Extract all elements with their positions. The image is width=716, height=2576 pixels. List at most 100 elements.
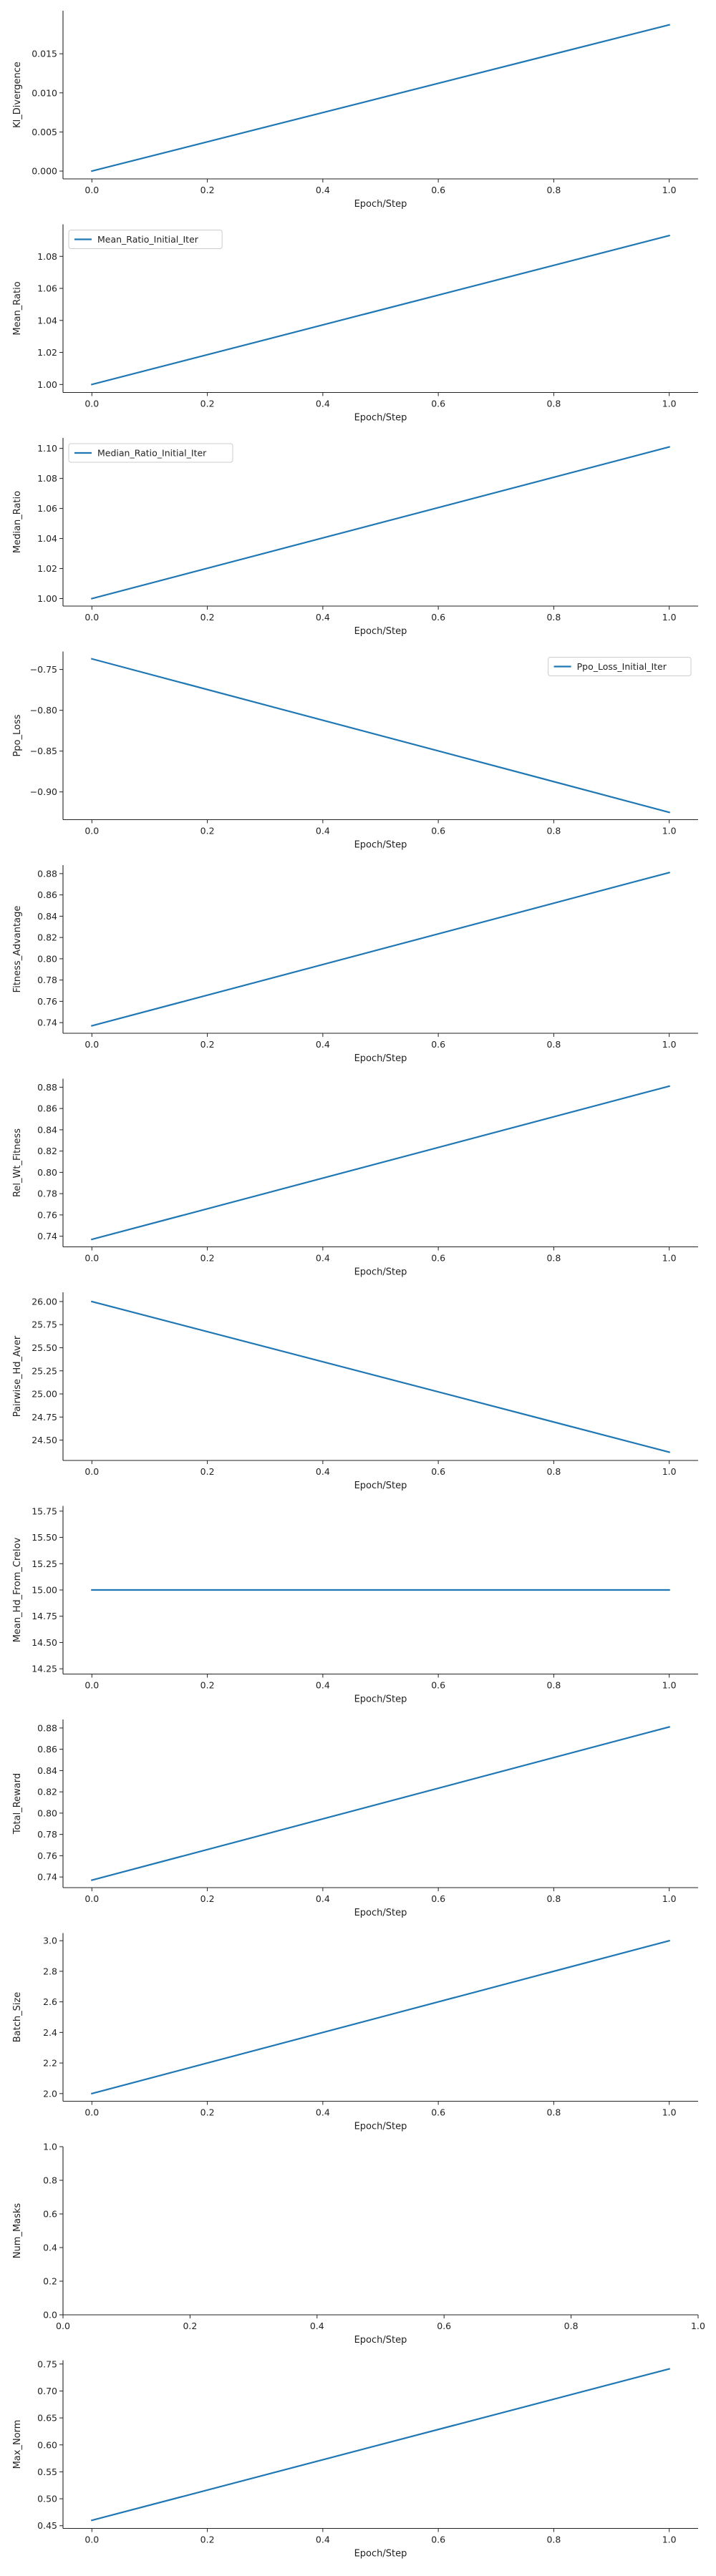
y-tick-label: 0.75 xyxy=(37,2358,57,2369)
y-tick-label: 26.00 xyxy=(32,1296,57,1307)
x-tick-label: 0.0 xyxy=(84,1039,99,1050)
y-tick-label: 1.02 xyxy=(37,563,57,574)
y-tick-label: 0.86 xyxy=(37,1744,57,1755)
x-tick-label: 0.4 xyxy=(316,185,330,195)
x-tick-label: 0.8 xyxy=(546,2534,561,2545)
y-tick-label: 0.82 xyxy=(37,1146,57,1156)
y-tick-label: 1.10 xyxy=(37,443,57,454)
y-tick-label: 1.04 xyxy=(37,533,57,544)
y-tick-label: 0.2 xyxy=(43,2276,57,2287)
x-tick-label: 0.2 xyxy=(200,185,215,195)
legend-label: Median_Ratio_Initial_Iter xyxy=(97,448,207,459)
x-tick-label: 0.6 xyxy=(431,826,445,836)
y-tick-label: 1.00 xyxy=(37,379,57,390)
x-axis-label: Epoch/Step xyxy=(354,413,407,424)
x-axis-label: Epoch/Step xyxy=(354,2122,407,2132)
y-tick-label: 0.74 xyxy=(37,1872,57,1883)
series-line-1 xyxy=(90,1085,671,1241)
x-tick-label: 0.6 xyxy=(431,185,445,195)
y-tick-label: 1.08 xyxy=(37,251,57,262)
x-tick-label: 0.2 xyxy=(200,612,215,623)
x-axis-label: Epoch/Step xyxy=(354,1267,407,1278)
x-tick-label: 1.0 xyxy=(662,399,677,409)
y-tick-label: 1.06 xyxy=(37,283,57,294)
x-tick-label: 0.8 xyxy=(546,1039,561,1050)
chart-panel-7: 0.0 0.2 0.4 0.6 0.8 1.0 24.50 24.75 25.00 25.25 25… xyxy=(12,1292,698,1491)
y-tick-label: 3.0 xyxy=(43,1936,57,1946)
x-tick-label: 0.0 xyxy=(84,1893,99,1904)
x-tick-label: 0.4 xyxy=(316,399,330,409)
y-tick-label: 0.74 xyxy=(37,1018,57,1028)
x-tick-label: 0.0 xyxy=(84,185,99,195)
x-axis-label: Epoch/Step xyxy=(354,1908,407,1918)
x-tick-label: 0.8 xyxy=(546,1680,561,1691)
y-axis-label: Kl_Divergence xyxy=(12,62,23,128)
x-tick-label: 0.0 xyxy=(84,612,99,623)
x-tick-label: 0.4 xyxy=(316,2534,330,2545)
y-tick-label: 0.76 xyxy=(37,996,57,1007)
x-tick-label: 0.0 xyxy=(56,2321,70,2331)
y-tick-label: 0.010 xyxy=(32,87,57,98)
x-tick-label: 0.4 xyxy=(316,612,330,623)
y-tick-label: 15.75 xyxy=(32,1506,57,1516)
x-tick-label: 0.8 xyxy=(564,2321,579,2331)
y-axis-label: Max_Norm xyxy=(12,2420,23,2469)
legend-box xyxy=(68,230,223,249)
chart-panel-3: 0.0 0.2 0.4 0.6 0.8 1.0 1.00 1.02 1.04 1.06 1.08 1.… xyxy=(12,438,698,637)
y-tick-label: 25.75 xyxy=(32,1319,57,1330)
legend-label: Mean_Ratio_Initial_Iter xyxy=(97,234,199,245)
x-tick-label: 1.0 xyxy=(662,1680,677,1691)
x-axis-label: Epoch/Step xyxy=(354,1694,407,1705)
y-tick-label: −0.80 xyxy=(30,705,57,716)
y-tick-label: 0.4 xyxy=(43,2243,57,2253)
y-tick-label: 15.25 xyxy=(32,1558,57,1569)
y-tick-label: 0.000 xyxy=(32,166,57,177)
x-tick-label: 0.2 xyxy=(200,1253,215,1264)
y-tick-label: −0.90 xyxy=(30,786,57,797)
y-axis-label: Rel_Wt_Fitness xyxy=(12,1128,23,1197)
chart-panel-1: 0.0 0.2 0.4 0.6 0.8 1.0 0.000 0.005 0.010 0.015 Ep… xyxy=(12,11,698,210)
x-axis-label: Epoch/Step xyxy=(354,1480,407,1491)
x-tick-label: 0.6 xyxy=(431,1893,445,1904)
x-tick-label: 1.0 xyxy=(662,1466,677,1477)
x-tick-label: 0.8 xyxy=(546,2107,561,2118)
x-tick-label: 0.8 xyxy=(546,399,561,409)
series-line-1 xyxy=(90,658,671,814)
y-tick-label: −0.85 xyxy=(30,746,57,756)
x-tick-label: 0.6 xyxy=(431,612,445,623)
y-tick-label: 0.84 xyxy=(37,1765,57,1776)
y-tick-label: 2.8 xyxy=(43,1966,57,1976)
x-tick-label: 0.8 xyxy=(546,1466,561,1477)
x-tick-label: 0.4 xyxy=(316,2107,330,2118)
x-tick-label: 0.4 xyxy=(316,1253,330,1264)
chart-panel-6: 0.0 0.2 0.4 0.6 0.8 1.0 0.74 0.76 0.78 0.80 0.82 0.… xyxy=(12,1078,698,1278)
x-tick-label: 0.2 xyxy=(200,1039,215,1050)
y-tick-label: 0.76 xyxy=(37,1850,57,1861)
y-tick-label: 0.55 xyxy=(37,2467,57,2477)
y-tick-label: 0.70 xyxy=(37,2386,57,2396)
y-axis-label: Ppo_Loss xyxy=(12,714,23,756)
y-tick-label: 15.50 xyxy=(32,1532,57,1543)
y-tick-label: 25.00 xyxy=(32,1389,57,1400)
x-axis-label: Epoch/Step xyxy=(354,1053,407,1064)
x-tick-label: 0.8 xyxy=(546,1253,561,1264)
x-tick-label: 0.2 xyxy=(183,2321,197,2331)
y-axis-label: Mean_Hd_From_Crelov xyxy=(12,1537,23,1642)
x-tick-label: 0.4 xyxy=(316,1039,330,1050)
x-tick-label: 0.2 xyxy=(200,399,215,409)
y-tick-label: 1.00 xyxy=(37,593,57,604)
y-tick-label: 0.82 xyxy=(37,932,57,943)
series-line-1 xyxy=(90,872,671,1027)
series-line-1 xyxy=(90,1939,671,2095)
x-tick-label: 1.0 xyxy=(662,2107,677,2118)
y-tick-label: 1.04 xyxy=(37,315,57,326)
y-tick-label: 25.25 xyxy=(32,1365,57,1376)
x-tick-label: 0.4 xyxy=(316,1466,330,1477)
x-tick-label: 0.6 xyxy=(431,2107,445,2118)
x-tick-label: 0.0 xyxy=(84,1466,99,1477)
y-tick-label: 1.02 xyxy=(37,347,57,358)
y-tick-label: 0.60 xyxy=(37,2439,57,2450)
chart-panel-2: 0.0 0.2 0.4 0.6 0.8 1.0 1.00 1.02 1.04 1.06 1.08 Ep… xyxy=(12,224,698,424)
y-tick-label: 0.84 xyxy=(37,911,57,922)
x-axis-label: Epoch/Step xyxy=(354,626,407,637)
